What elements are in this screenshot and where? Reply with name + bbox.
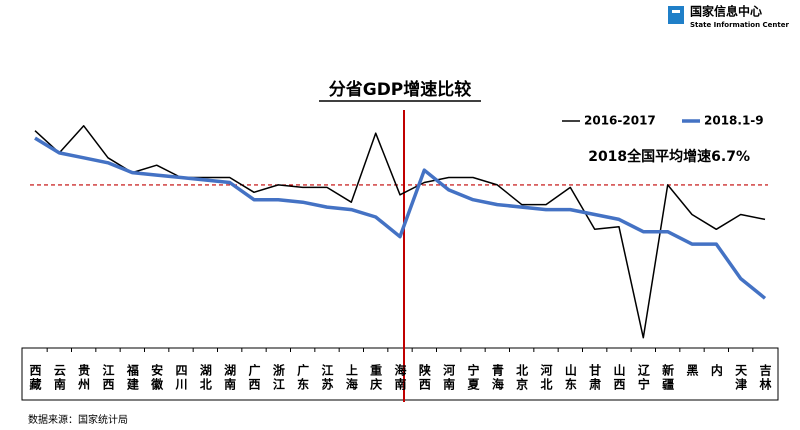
x-tick-label: 湖南 [223,363,237,392]
x-tick-label: 广东 [296,363,310,392]
x-tick-label: 甘肃 [588,363,602,392]
series-line [34,125,766,339]
chart-title: 分省GDP增速比较 [329,79,472,100]
x-tick-label: 辽宁 [636,364,650,392]
legend-label: 2018.1-9 [704,114,764,128]
source-note: 数据来源：国家统计局 [28,413,128,426]
logo-icon [668,6,684,24]
x-tick-label: 上海 [344,363,358,392]
x-tick-label: 福建 [125,363,139,392]
x-tick-label: 天津 [734,364,748,392]
x-tick-label: 西藏 [28,364,42,392]
x-tick-label: 陕西 [417,363,431,392]
x-tick-label: 贵州 [77,363,91,392]
org-name-en: State Information Center [690,21,789,29]
x-tick-label: 湖北 [198,363,212,392]
x-tick-label: 江西 [101,363,115,392]
org-name: 国家信息中心 [690,4,762,19]
x-tick-label: 黑 [685,364,699,378]
series-line [34,136,767,300]
logo-icon-detail [672,10,680,13]
legend-label: 2016-2017 [584,114,656,128]
x-tick-label: 宁夏 [466,363,480,392]
x-tick-label: 海南 [393,363,407,392]
x-tick-label: 青海 [490,363,504,392]
reference-label: 2018全国平均增速6.7% [588,148,750,165]
x-tick-label: 江苏 [320,363,334,392]
x-tick-label: 河南 [442,363,456,392]
x-tick-label: 广西 [247,363,261,392]
x-tick-label: 山东 [563,363,577,392]
x-tick-label: 山西 [612,363,626,392]
category-box [21,347,779,401]
x-tick-label: 浙江 [271,363,285,392]
x-tick-label: 安徽 [150,363,164,392]
x-tick-label: 云南 [52,364,66,392]
x-tick-label: 重庆 [369,363,383,392]
x-tick-label: 四川 [174,364,188,392]
x-tick-label: 北京 [515,363,529,392]
x-tick-label: 吉林 [758,363,772,392]
x-tick-label: 内 [709,363,723,378]
x-tick-label: 新疆 [661,363,675,392]
x-tick-label: 河北 [539,363,553,392]
